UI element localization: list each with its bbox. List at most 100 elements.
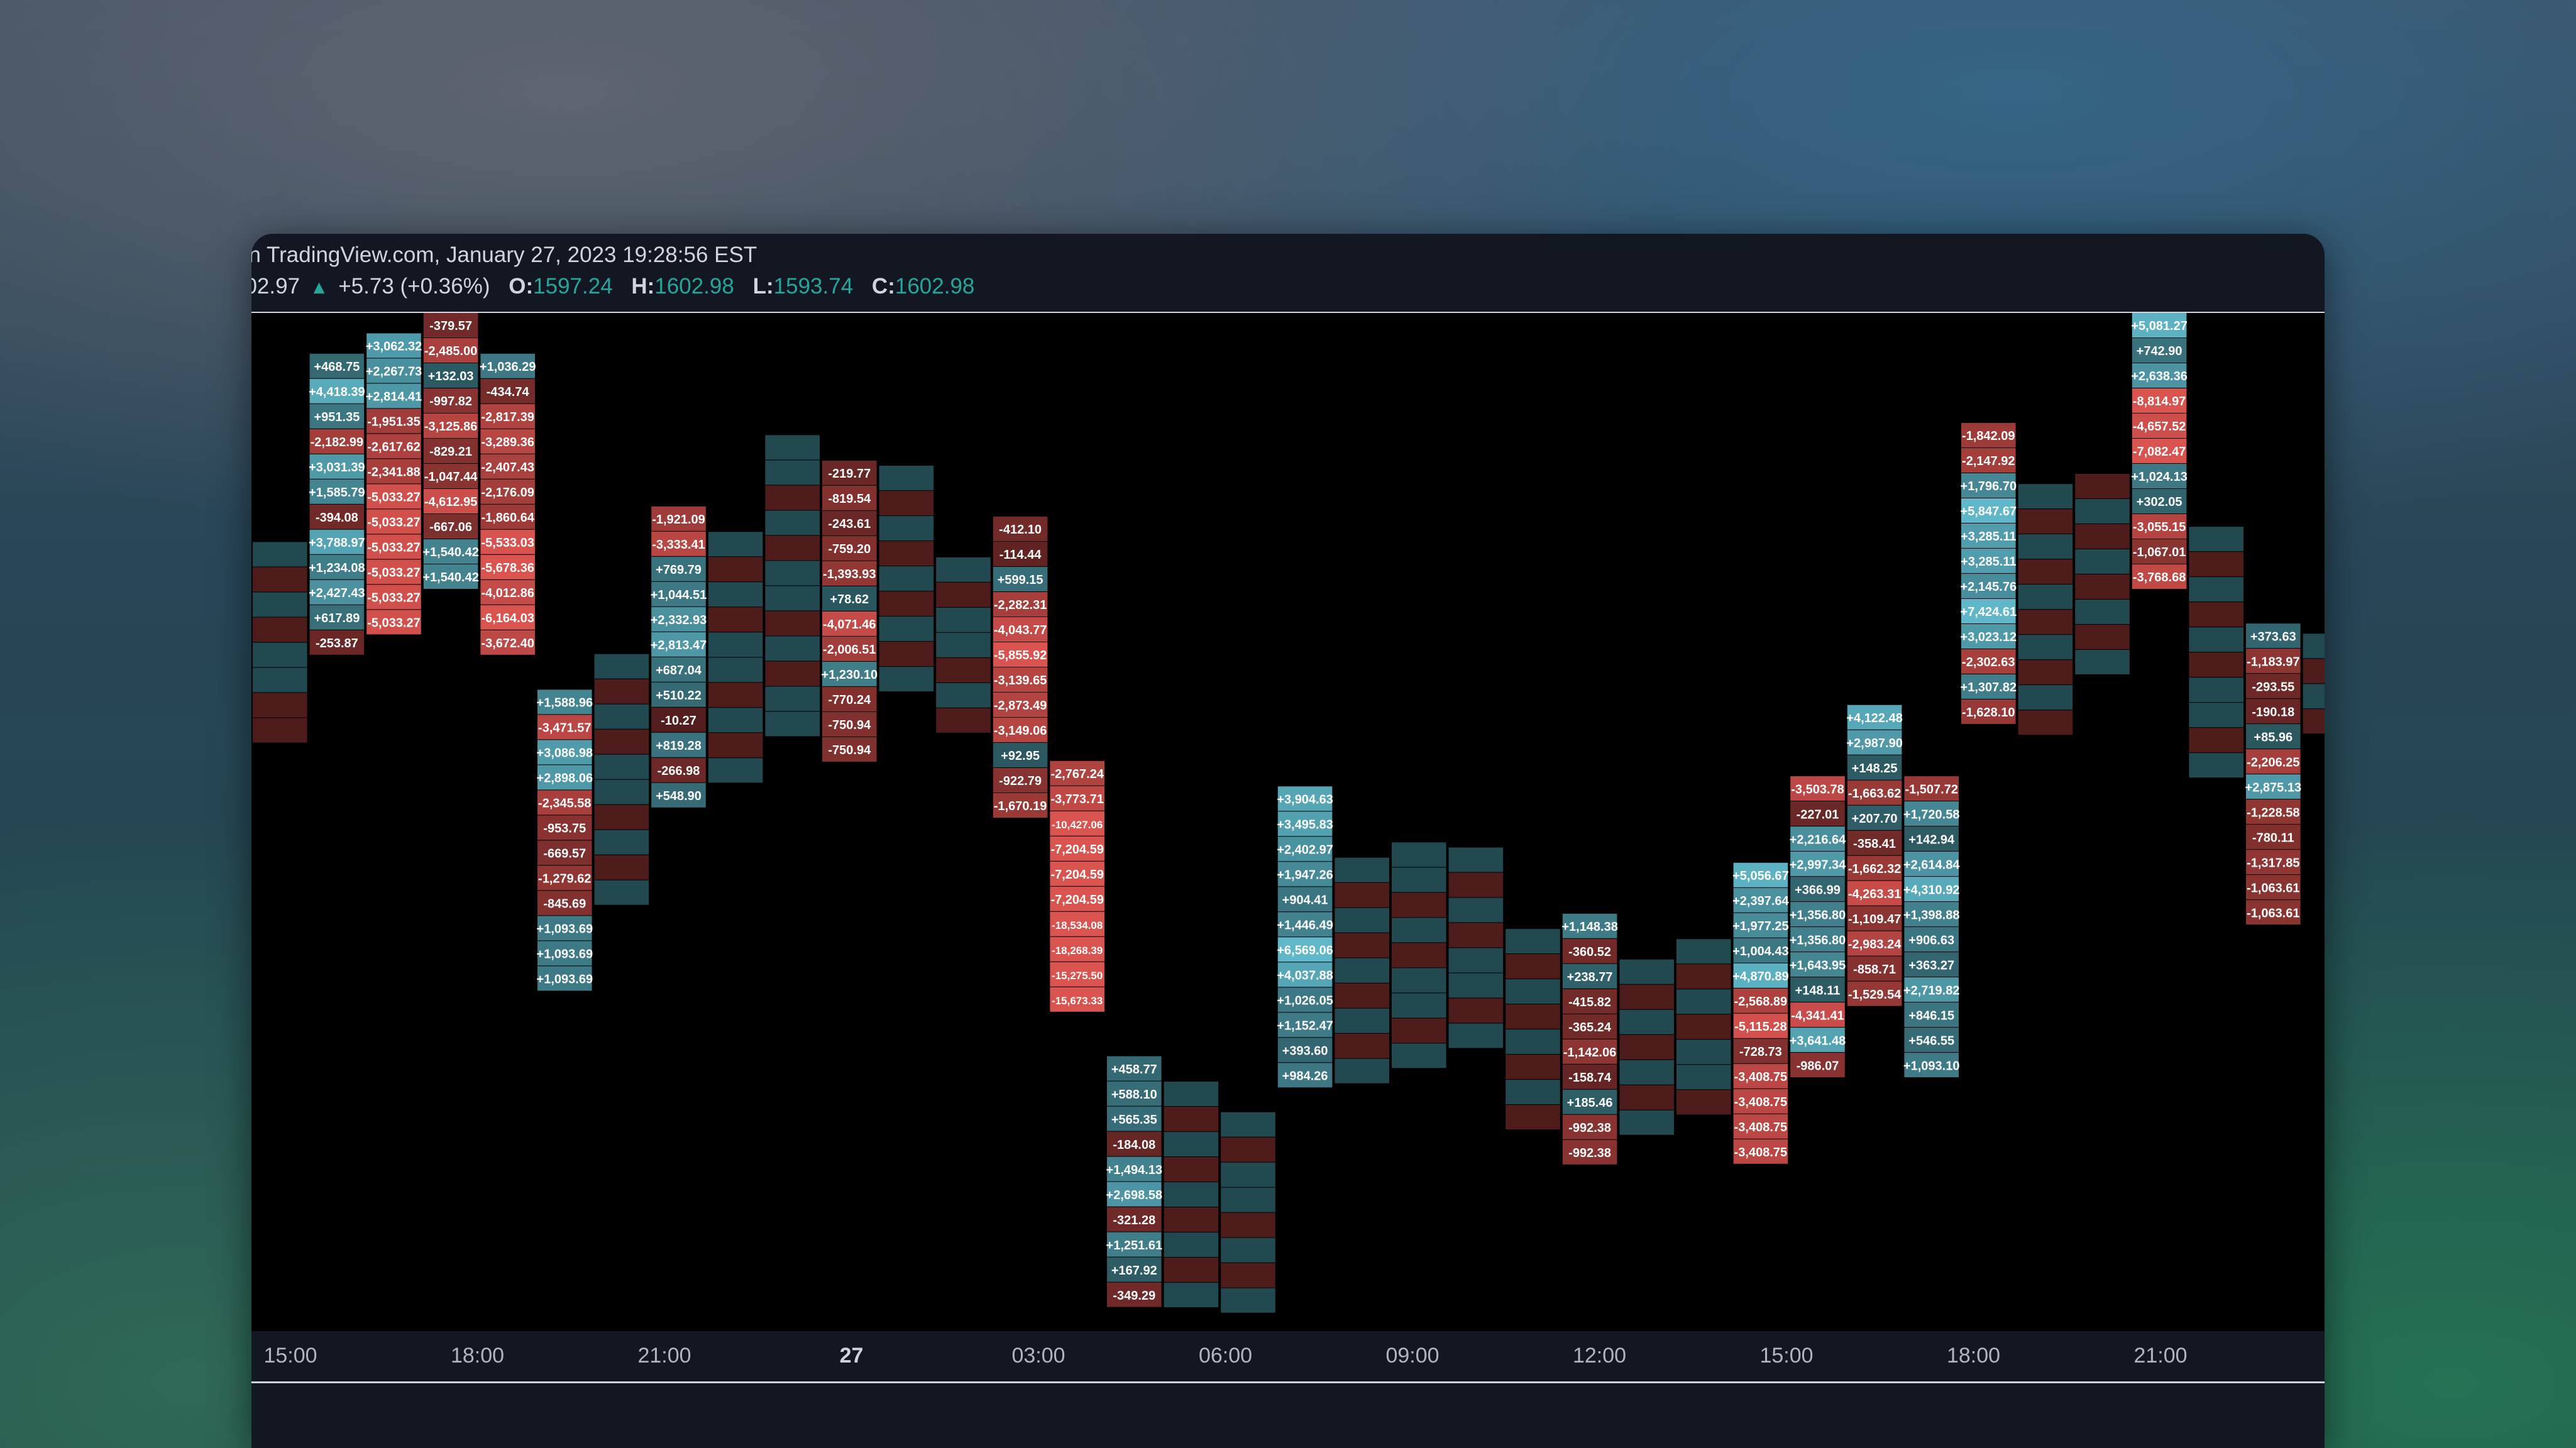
delta-cell-positive bbox=[2189, 703, 2243, 728]
delta-cell-positive bbox=[1448, 897, 1504, 923]
delta-cell-label: -953.75 bbox=[543, 822, 586, 836]
delta-cell-label: -3,408.75 bbox=[1734, 1121, 1788, 1134]
delta-cell-positive bbox=[309, 403, 365, 429]
delta-cell-positive bbox=[708, 582, 763, 607]
footprint-column: +3,062.32 +2,267.73 +2,814.41 -1,951.35 -2,6… bbox=[366, 333, 422, 635]
delta-cell-label: +1,398.88 bbox=[1903, 908, 1960, 922]
footprint-plot[interactable]: +468.75 +4,418.39 +951.35 -2,182.99 +3,031.3… bbox=[251, 312, 2325, 1331]
delta-cell-positive bbox=[2246, 623, 2301, 649]
delta-cell-label: +1,234.08 bbox=[309, 561, 365, 575]
delta-cell-negative bbox=[1562, 1039, 1617, 1064]
delta-cell-positive bbox=[2189, 627, 2243, 652]
delta-cell-positive bbox=[1277, 786, 1333, 811]
delta-cell-label: +167.92 bbox=[1111, 1264, 1157, 1278]
delta-cell-negative bbox=[879, 491, 934, 515]
delta-cell-negative bbox=[822, 485, 877, 510]
delta-cell-positive bbox=[1733, 938, 1788, 963]
delta-cell-positive bbox=[1164, 1082, 1219, 1107]
delta-cell-positive bbox=[1904, 852, 1959, 877]
delta-cell-negative bbox=[2303, 709, 2325, 734]
delta-cell-positive bbox=[1904, 977, 1959, 1002]
delta-cell-label: -10.27 bbox=[661, 714, 696, 728]
delta-cell-negative bbox=[879, 642, 934, 666]
delta-cell-positive bbox=[309, 554, 365, 579]
delta-cell-label: +1,446.49 bbox=[1277, 919, 1333, 933]
delta-cell-label: +599.15 bbox=[998, 573, 1043, 587]
delta-cell-label: -2,407.43 bbox=[481, 461, 534, 474]
delta-cell-positive bbox=[765, 435, 820, 460]
delta-cell-positive bbox=[651, 682, 706, 707]
time-axis[interactable]: 15:00 18:00 21:00 27 03:00 06:00 09:00 12:00 15:… bbox=[251, 1331, 2325, 1383]
delta-cell-positive bbox=[1164, 1132, 1219, 1157]
delta-cell-negative bbox=[2189, 652, 2243, 677]
delta-cell-positive bbox=[765, 460, 820, 485]
footprint-column bbox=[936, 557, 991, 733]
delta-cell-positive bbox=[822, 661, 877, 686]
delta-cell-negative bbox=[480, 504, 535, 529]
delta-cell-label: -4,657.52 bbox=[2133, 420, 2186, 434]
delta-cell-positive bbox=[366, 358, 421, 383]
delta-cell-label: +2,719.82 bbox=[1903, 984, 1960, 997]
delta-cell-positive bbox=[879, 516, 934, 540]
delta-cell-negative bbox=[651, 506, 706, 531]
delta-cell-negative bbox=[366, 610, 421, 635]
delta-cell-positive bbox=[309, 353, 365, 378]
delta-cell-positive bbox=[708, 657, 763, 683]
delta-cell-positive bbox=[879, 667, 934, 691]
delta-cell-label: -5,533.03 bbox=[481, 536, 534, 550]
delta-cell-label: -1,063.61 bbox=[2247, 881, 2300, 895]
delta-cell-label: +3,641.48 bbox=[1790, 1034, 1846, 1048]
delta-cell-label: -5,033.27 bbox=[367, 516, 421, 530]
delta-cell-positive bbox=[537, 765, 592, 790]
delta-cell-label: +904.41 bbox=[1282, 894, 1328, 908]
delta-cell-label: -1,393.93 bbox=[823, 568, 876, 581]
delta-cell-label: -4,071.46 bbox=[823, 618, 876, 632]
delta-cell-negative bbox=[366, 409, 421, 434]
delta-cell-negative bbox=[2132, 539, 2187, 564]
delta-cell-negative bbox=[2132, 514, 2187, 539]
delta-cell-negative bbox=[537, 790, 592, 815]
delta-cell-negative bbox=[2303, 659, 2325, 684]
delta-cell-positive bbox=[765, 686, 820, 711]
delta-cell-negative bbox=[366, 484, 421, 509]
delta-cell-negative bbox=[2246, 674, 2301, 699]
delta-cell-negative bbox=[594, 804, 649, 830]
delta-cell-label: +2,145.76 bbox=[1961, 580, 2017, 594]
delta-cell-label: +2,813.47 bbox=[651, 639, 707, 652]
delta-cell-label: -770.24 bbox=[828, 693, 871, 707]
delta-cell-positive bbox=[1847, 705, 1902, 730]
delta-cell-label: +769.79 bbox=[656, 563, 702, 577]
delta-cell-negative bbox=[1050, 936, 1104, 962]
delta-cell-negative bbox=[480, 429, 535, 454]
delta-cell-negative bbox=[1676, 964, 1731, 989]
delta-cell-positive bbox=[765, 561, 820, 586]
delta-cell-label: -434.74 bbox=[487, 385, 530, 399]
up-arrow-icon: ▲ bbox=[309, 277, 329, 298]
delta-cell-positive bbox=[1790, 1028, 1845, 1053]
delta-cell-label: -1,529.54 bbox=[1848, 988, 1902, 1002]
delta-cell-label: -858.71 bbox=[1853, 963, 1896, 977]
delta-cell-positive bbox=[1392, 993, 1446, 1018]
delta-cell-positive bbox=[594, 880, 649, 905]
footprint-column bbox=[1505, 929, 1560, 1130]
delta-cell-positive bbox=[1961, 598, 2016, 623]
footprint-column bbox=[2018, 484, 2073, 735]
delta-cell-label: +3,086.98 bbox=[537, 747, 593, 760]
delta-cell-positive bbox=[2018, 685, 2073, 710]
delta-cell-negative bbox=[480, 403, 535, 429]
delta-cell-label: -986.07 bbox=[1797, 1059, 1839, 1073]
delta-cell-label: -1,228.58 bbox=[2247, 806, 2300, 820]
footprint-column bbox=[2075, 473, 2130, 674]
delta-cell-negative bbox=[1733, 1013, 1788, 1038]
delta-cell-negative bbox=[253, 693, 307, 718]
delta-cell-label: -190.18 bbox=[2252, 705, 2294, 719]
delta-cell-label: -2,206.25 bbox=[2247, 755, 2300, 769]
delta-cell-negative bbox=[2018, 660, 2073, 685]
delta-cell-negative bbox=[253, 617, 307, 642]
delta-cell-positive bbox=[2246, 724, 2301, 749]
delta-cell-label: +4,418.39 bbox=[309, 385, 365, 399]
delta-cell-positive bbox=[309, 454, 365, 479]
delta-cell-negative bbox=[423, 313, 478, 337]
delta-cell-negative bbox=[1050, 811, 1104, 836]
delta-cell-positive bbox=[2075, 498, 2130, 524]
